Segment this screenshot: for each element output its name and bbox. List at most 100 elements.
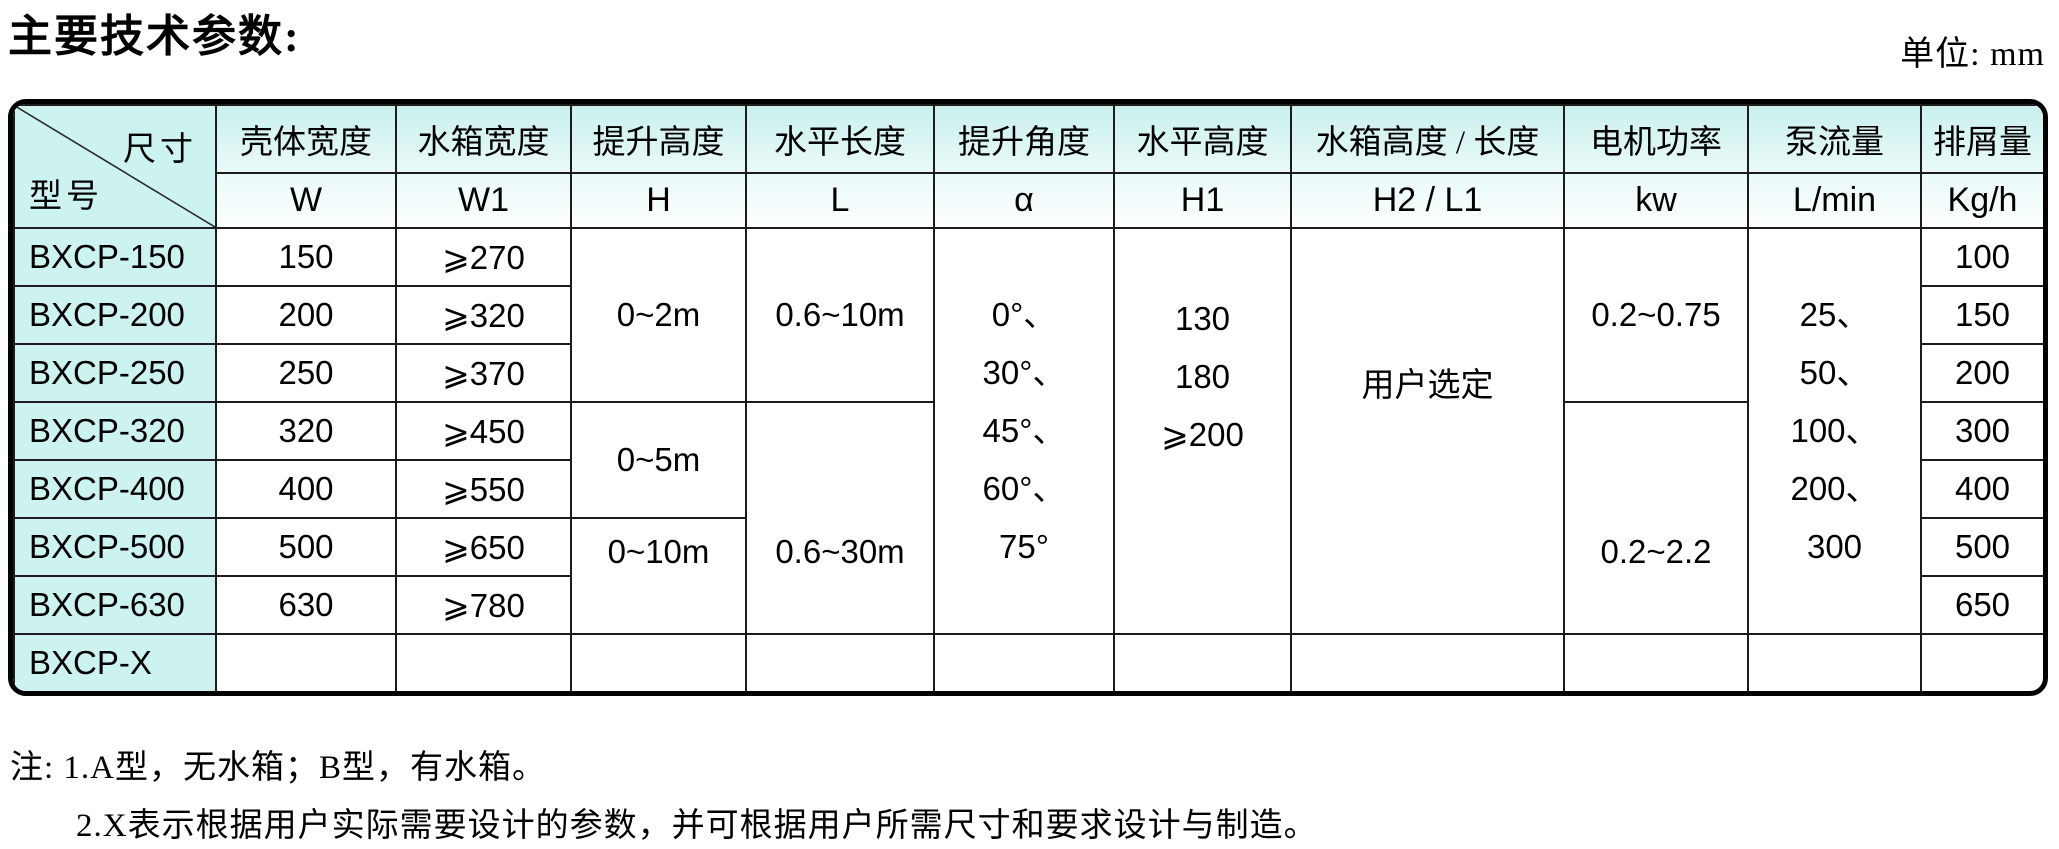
column-header-horizontal-height: 水平高度	[1113, 104, 1292, 174]
chip-rate-cell: 300	[1920, 401, 2043, 461]
chip-rate-cell: 400	[1920, 459, 2043, 519]
column-header-shell-width: 壳体宽度	[215, 104, 397, 174]
chip-rate-cell: 150	[1920, 285, 2043, 345]
chip-rate-cell: 650	[1920, 575, 2043, 635]
horizontal-height-line: 130	[1174, 300, 1231, 337]
table-row: BXCP-500 500 ⩾650 0~10m 500	[13, 517, 2043, 635]
column-header-lift-angle: 提升角度	[933, 104, 1115, 174]
column-symbol-chip-rate: Kg/h	[1920, 172, 2043, 229]
lift-angle-line: 0°、	[991, 296, 1057, 333]
lift-angle-line: 75°	[999, 528, 1049, 565]
model-cell: BXCP-400	[13, 459, 217, 519]
corner-label-model: 型号	[29, 179, 103, 215]
model-cell: BXCP-150	[13, 227, 217, 287]
tank-width-cell: ⩾370	[395, 343, 572, 403]
horizontal-length-cell: 0.6~10m	[745, 227, 935, 403]
page-title: 主要技术参数:	[8, 12, 301, 61]
pump-flow-line: 100、	[1790, 412, 1879, 449]
table-row: BXCP-400 400 ⩾550 400	[13, 459, 2043, 519]
column-symbol-shell-width: W	[215, 172, 397, 229]
table-row: BXCP-200 200 ⩾320 150	[13, 285, 2043, 345]
column-header-tank-height-length: 水箱高度 / 长度	[1290, 104, 1565, 174]
model-cell: BXCP-320	[13, 401, 217, 461]
horizontal-height-line: 180	[1174, 358, 1231, 395]
lift-height-value: 0~10m	[607, 533, 710, 570]
note-line-2: 2.X表示根据用户实际需要设计的参数，并可根据用户所需尺寸和要求设计与制造。	[76, 808, 1318, 844]
shell-width-cell: 400	[215, 459, 397, 519]
column-header-lift-height: 提升高度	[570, 104, 747, 174]
tank-width-cell: ⩾550	[395, 459, 572, 519]
motor-power-cell: 0.2~0.75	[1563, 227, 1749, 403]
horizontal-height-cell: 130 180 ⩾200	[1113, 227, 1292, 635]
table-row: BXCP-320 320 ⩾450 0~5m 0.6~30m 0.2~2.2 3…	[13, 401, 2043, 635]
model-cell: BXCP-500	[13, 517, 217, 577]
pump-flow-cell: 25、 50、 100、 200、 300	[1747, 227, 1922, 635]
tank-width-cell: ⩾270	[395, 227, 572, 287]
chip-rate-cell: 100	[1920, 227, 2043, 287]
lift-height-cell: 0~10m	[570, 517, 747, 635]
lift-angle-line: 60°、	[982, 470, 1066, 507]
notes: 注: 1.A型，无水箱；B型，有水箱。 2.X表示根据用户实际需要设计的参数，并…	[10, 742, 1318, 849]
chip-rate-cell: 500	[1920, 517, 2043, 577]
motor-power-value: 0.2~2.2	[1600, 533, 1712, 570]
empty-cell	[1113, 633, 1292, 691]
column-symbol-lift-height: H	[570, 172, 747, 229]
empty-cell	[745, 633, 935, 691]
empty-cell	[570, 633, 747, 691]
model-cell: BXCP-250	[13, 343, 217, 403]
diagonal-line	[15, 106, 215, 227]
corner-cell: 尺寸 型号	[13, 104, 217, 229]
horizontal-length-value: 0.6~30m	[775, 533, 905, 570]
spec-table-frame: 尺寸 型号 壳体宽度 水箱宽度 提升高度 水平长度 提升角度 水平高度 水箱高度…	[8, 99, 2048, 696]
table-row: BXCP-150 150 ⩾270 0~2m 0.6~10m 0°、 30°、 …	[13, 227, 2043, 635]
empty-cell	[1290, 633, 1565, 691]
column-symbol-horizontal-height: H1	[1113, 172, 1292, 229]
motor-power-cell: 0.2~2.2	[1563, 401, 1749, 635]
pump-flow-line: 200、	[1790, 470, 1879, 507]
column-header-motor-power: 电机功率	[1563, 104, 1749, 174]
table-row: BXCP-X	[13, 633, 2043, 691]
table-row: BXCP-250 250 ⩾370 200	[13, 343, 2043, 403]
column-header-horizontal-length: 水平长度	[745, 104, 935, 174]
empty-cell	[1563, 633, 1749, 691]
shell-width-cell: 250	[215, 343, 397, 403]
table-row: BXCP-630 630 ⩾780 650	[13, 575, 2043, 635]
chip-rate-cell: 200	[1920, 343, 2043, 403]
column-symbol-tank-height-length: H2 / L1	[1290, 172, 1565, 229]
horizontal-length-cell: 0.6~30m	[745, 401, 935, 635]
lift-angle-line: 45°、	[982, 412, 1066, 449]
column-symbol-horizontal-length: L	[745, 172, 935, 229]
model-cell: BXCP-X	[13, 633, 217, 691]
model-cell: BXCP-200	[13, 285, 217, 345]
pump-flow-line: 50、	[1799, 354, 1870, 391]
chip-rate-cell	[1920, 633, 2043, 691]
shell-width-cell: 500	[215, 517, 397, 577]
pump-flow-line: 300	[1806, 528, 1863, 565]
column-header-tank-width: 水箱宽度	[395, 104, 572, 174]
column-header-chip-rate: 排屑量	[1920, 104, 2043, 174]
shell-width-cell	[215, 633, 397, 691]
tank-width-cell: ⩾650	[395, 517, 572, 577]
pump-flow-line: 25、	[1799, 296, 1870, 333]
column-header-pump-flow: 泵流量	[1747, 104, 1922, 174]
column-symbol-motor-power: kw	[1563, 172, 1749, 229]
note-line-1: 注: 1.A型，无水箱；B型，有水箱。	[10, 750, 547, 786]
shell-width-cell: 200	[215, 285, 397, 345]
shell-width-cell: 630	[215, 575, 397, 635]
empty-cell	[933, 633, 1115, 691]
column-symbol-tank-width: W1	[395, 172, 572, 229]
corner-label-size: 尺寸	[123, 132, 197, 168]
column-symbol-lift-angle: α	[933, 172, 1115, 229]
empty-cell	[1747, 633, 1922, 691]
unit-label: 单位: mm	[1900, 36, 2045, 73]
column-symbol-pump-flow: L/min	[1747, 172, 1922, 229]
tank-width-cell: ⩾450	[395, 401, 572, 461]
lift-angle-cell: 0°、 30°、 45°、 60°、 75°	[933, 227, 1115, 635]
lift-height-cell: 0~5m	[570, 401, 747, 519]
spec-table: 尺寸 型号 壳体宽度 水箱宽度 提升高度 水平长度 提升角度 水平高度 水箱高度…	[13, 104, 2043, 691]
tank-width-cell: ⩾320	[395, 285, 572, 345]
tank-width-cell	[395, 633, 572, 691]
shell-width-cell: 150	[215, 227, 397, 287]
horizontal-height-line: ⩾200	[1161, 416, 1244, 453]
